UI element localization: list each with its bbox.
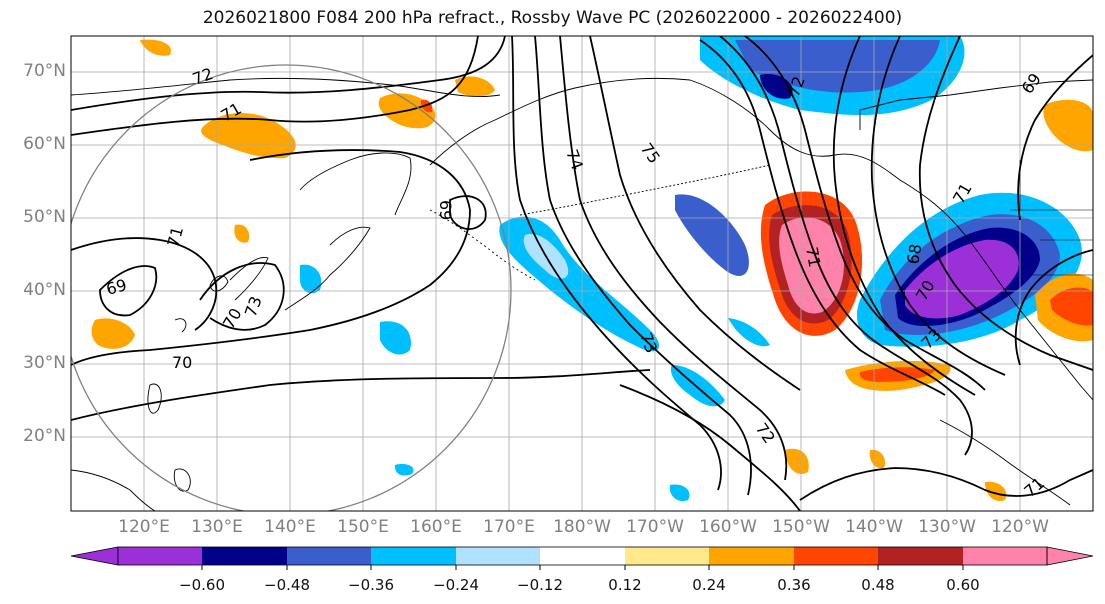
- lat-label-60n: 60°N: [23, 134, 66, 154]
- lon-label: 160°W: [699, 517, 757, 537]
- lat-label-40n: 40°N: [23, 280, 66, 300]
- neg-area-alaska-core: [735, 40, 940, 93]
- contour-label: 68: [903, 242, 925, 265]
- colorbar-bin: [118, 547, 202, 565]
- coastlines: [71, 77, 1093, 511]
- lon-label: 130°E: [191, 517, 243, 537]
- colorbar-extend-high: [1046, 546, 1094, 566]
- colorbar-frame: [117, 546, 1048, 566]
- contour-label: 71: [802, 245, 824, 268]
- colorbar-tick-label: 0.12: [608, 576, 642, 594]
- lon-label: 150°E: [337, 517, 389, 537]
- colorbar-bin: [287, 547, 371, 565]
- colorbar-tick-label: −0.24: [433, 576, 479, 594]
- colorbar-tick-label: −0.12: [517, 576, 563, 594]
- map-frame: [70, 35, 1094, 512]
- colorbar-bin: [371, 547, 456, 565]
- colorbar-bin: [878, 547, 963, 565]
- colorbar-bin: [625, 547, 709, 565]
- colorbar-bin: [202, 547, 287, 565]
- refractivity-contours: [71, 36, 1093, 511]
- colorbar-tick-label: 0.36: [777, 576, 811, 594]
- colorbar-bin: [540, 547, 625, 565]
- pos-area-siberia: [201, 112, 296, 159]
- colorbar-tick-label: 0.24: [692, 576, 726, 594]
- colorbar-tick-label: −0.60: [179, 576, 225, 594]
- graticule-grid: [71, 36, 1093, 511]
- contour-label: 70: [172, 353, 192, 372]
- pos-core-pink: [779, 217, 844, 314]
- colorbar-tick-label: 0.48: [861, 576, 895, 594]
- colorbar-bin: [709, 547, 794, 565]
- lon-label: 140°W: [845, 517, 903, 537]
- lon-label: 150°W: [772, 517, 830, 537]
- lat-label-30n: 30°N: [23, 353, 66, 373]
- contour-label: 71: [164, 224, 188, 249]
- neg-core-purple: [905, 239, 1019, 319]
- lat-label-20n: 20°N: [23, 426, 66, 446]
- lon-label: 140°E: [264, 517, 316, 537]
- lat-label-70n: 70°N: [23, 61, 66, 81]
- reference-circle: [71, 64, 512, 511]
- colorbar-extend-low: [70, 546, 119, 566]
- map-panel: 72 71 70 69 69 71 73 70 74 75 72 71 73 7…: [71, 36, 1093, 511]
- neg-area-strip: [675, 194, 749, 276]
- colorbar-tick-label: −0.36: [348, 576, 394, 594]
- colorbar-bin: [456, 547, 540, 565]
- colorbar-tick-label: 0.60: [946, 576, 980, 594]
- colorbar-bin: [794, 547, 878, 565]
- map-title: 2026021800 F084 200 hPa refract., Rossby…: [202, 8, 903, 28]
- lat-label-50n: 50°N: [23, 207, 66, 227]
- lon-label: 120°E: [118, 517, 170, 537]
- lon-label: 160°E: [410, 517, 462, 537]
- lon-label: 170°W: [626, 517, 684, 537]
- lon-label: 120°W: [991, 517, 1049, 537]
- lon-label: 180°W: [553, 517, 611, 537]
- contour-label: 69: [104, 275, 129, 299]
- lon-label: 130°W: [918, 517, 976, 537]
- lon-label: 170°E: [483, 517, 535, 537]
- colorbar-bin: [963, 547, 1047, 565]
- contour-label: 69: [436, 200, 455, 220]
- colorbar-tick-label: −0.48: [264, 576, 310, 594]
- colorbar: [70, 546, 1094, 570]
